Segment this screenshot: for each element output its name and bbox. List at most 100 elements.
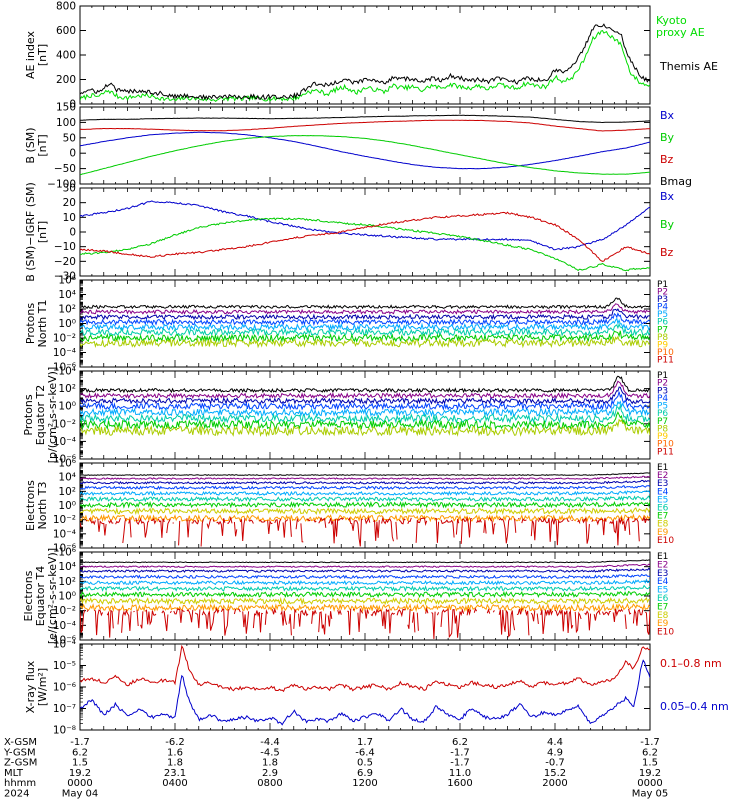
channel-line-E10 [216, 518, 226, 536]
channel-label: P1 [657, 371, 668, 381]
channel-line-E10 [440, 608, 465, 638]
channel-line-P4 [80, 391, 650, 411]
x-tick-value: 1.8 [262, 758, 278, 769]
channel-line-E10 [595, 517, 607, 536]
y-axis-label: [nT] [36, 44, 49, 66]
y-tick-label: 10⁰ [58, 591, 76, 603]
x-tick-value: 1600 [447, 778, 472, 789]
x-tick-value: 1.5 [72, 758, 88, 769]
channel-line-P8 [80, 335, 650, 349]
x-row-label: 2024 [4, 789, 29, 800]
channel-label: P5 [657, 402, 668, 412]
channel-line-E10 [242, 611, 250, 634]
channel-line-E2 [80, 563, 650, 569]
y-tick-label: 10⁻⁶ [53, 362, 76, 374]
channel-line-E10 [80, 609, 86, 633]
channel-label: E3 [657, 569, 668, 579]
x-tick-value: 1200 [352, 778, 377, 789]
legend-label: proxy AE [656, 26, 705, 39]
x-tick-value: 1.6 [167, 747, 183, 758]
y-tick-label: 10⁴ [58, 289, 76, 301]
channel-line-E10 [537, 517, 565, 546]
plot-area [80, 472, 650, 547]
channel-line-E10 [591, 519, 594, 523]
y-tick-label: −100 [47, 179, 76, 191]
channel-label: P9 [657, 340, 668, 350]
channel-line-E10 [186, 609, 194, 623]
channel-line-E10 [357, 607, 364, 633]
channel-line-E10 [352, 608, 355, 611]
legend-label: By [660, 218, 675, 231]
channel-label: E6 [657, 504, 669, 514]
channel-label: E9 [657, 619, 669, 629]
channel-label: P3 [657, 295, 668, 305]
legend-label: 0.1–0.8 nm [660, 657, 722, 670]
channel-line-P5 [80, 400, 650, 418]
channel-line-E10 [612, 608, 624, 623]
channel-line-E10 [455, 518, 460, 535]
y-tick-label: 10⁰ [58, 500, 76, 512]
channel-line-E10 [624, 614, 627, 629]
y-axis-label: [W/m²] [36, 668, 49, 706]
channel-line-E10 [498, 517, 511, 544]
plot-area [80, 297, 650, 349]
channel-line-E10 [86, 609, 89, 612]
channel-line-E10 [337, 609, 342, 616]
channel-line-E10 [415, 517, 428, 543]
series-line-bx [80, 200, 650, 251]
channel-line-E2 [80, 475, 650, 480]
channel-line-E10 [318, 516, 327, 528]
channel-line-E4 [80, 485, 650, 491]
y-tick-label: 10⁻² [53, 333, 76, 345]
channel-line-P2 [80, 303, 650, 315]
channel-line-E10 [581, 517, 590, 544]
channel-line-E10 [641, 515, 650, 524]
x-tick-value: -6.2 [165, 737, 185, 748]
channel-line-E10 [200, 518, 204, 547]
channel-line-E10 [85, 519, 88, 522]
x-tick-value: -6.4 [355, 747, 375, 758]
y-tick-label: 10⁻² [53, 605, 76, 617]
series-line-themis-ae [80, 23, 650, 101]
channel-label: P10 [657, 440, 674, 450]
channel-label: P8 [657, 333, 668, 343]
channel-label: E7 [657, 512, 668, 522]
channel-line-E10 [460, 516, 472, 544]
channel-line-E10 [632, 518, 640, 542]
channel-line-E10 [161, 610, 169, 632]
channel-line-E10 [530, 610, 536, 622]
x-tick-value: 0000 [637, 778, 662, 789]
channel-line-E10 [645, 610, 650, 635]
channel-line-E10 [233, 521, 238, 537]
x-row-label: MLT [4, 768, 24, 779]
y-tick-label: 800 [56, 1, 76, 13]
channel-label: P6 [657, 318, 668, 328]
y-tick-label: 10 [63, 212, 76, 224]
x-tick-value: 6.2 [452, 737, 468, 748]
x-tick-value: -1.7 [640, 737, 660, 748]
y-tick-label: 10⁻² [53, 514, 76, 526]
y-tick-label: 50 [63, 132, 76, 144]
channel-line-P1 [80, 297, 650, 310]
channel-line-E10 [233, 608, 237, 615]
panel-e4: 10⁻⁶ 10⁻⁴ 10⁻² 10⁰ 10² 10⁴ 10⁶ Electrons Equator… [22, 547, 674, 647]
y-tick-label: 10⁻⁴ [53, 639, 76, 651]
channel-line-E10 [577, 519, 581, 524]
y-tick-label: 10⁶ [58, 458, 76, 470]
x-tick-value: 11.0 [449, 768, 471, 779]
channel-line-E10 [289, 519, 292, 537]
channel-label: E1 [657, 463, 668, 473]
x-tick-value: -4.5 [260, 747, 280, 758]
channel-line-E1 [80, 559, 650, 564]
channel-line-E5 [80, 490, 650, 497]
channel-line-E10 [94, 609, 104, 636]
channel-line-E10 [144, 609, 157, 626]
series-line-bz [80, 119, 650, 132]
y-tick-label: 10⁶ [58, 547, 76, 559]
channel-line-E10 [574, 611, 582, 634]
plot-area [80, 200, 650, 272]
channel-label: P10 [657, 348, 674, 358]
y-tick-label: 10⁰ [58, 318, 76, 330]
channel-line-E1 [80, 472, 650, 476]
